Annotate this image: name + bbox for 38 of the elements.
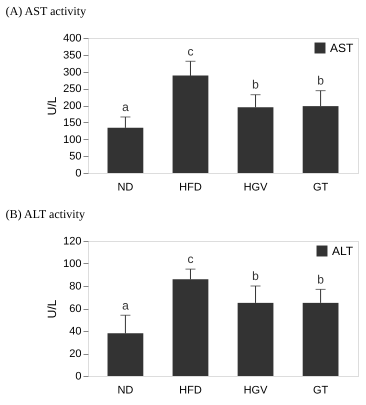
y-tick-label: 20 [69,348,82,360]
x-tick-label: HFD [179,182,202,194]
y-axis-title: U/L [45,96,60,116]
annotation: a [122,298,130,312]
annotation: c [187,44,194,58]
y-tick-label: 100 [63,258,82,270]
x-tick-label: GT [312,182,329,194]
annotation: b [317,272,324,286]
annotation: a [122,100,130,114]
x-tick-label: HGV [244,384,268,396]
chart-title: (B) ALT activity [6,207,85,221]
y-tick-label: 400 [63,32,82,44]
x-tick-label: ND [117,182,134,194]
y-tick-label: 200 [63,100,82,112]
x-tick-label: HGV [244,182,268,194]
y-axis-title: U/L [45,299,60,318]
y-tick-label: 80 [69,280,82,292]
x-tick-label: ND [117,384,134,396]
y-tick-label: 120 [63,236,82,248]
x-tick-label: HFD [179,384,202,396]
annotation: b [252,78,260,92]
y-tick-label: 50 [69,150,82,163]
y-tick-label: 150 [63,116,82,129]
x-tick-label: GT [312,384,329,396]
y-tick-label: 350 [63,49,82,62]
y-tick-label: 250 [63,83,82,96]
y-tick-label: 60 [69,303,82,315]
annotation: c [187,252,194,266]
y-tick-label: 40 [69,326,82,338]
y-tick-label: 300 [63,66,82,78]
y-tick-label: 0 [75,370,82,382]
legend-label: ALT [332,244,354,258]
chart-title: (A) AST activity [6,4,86,18]
annotation: b [317,74,324,88]
y-tick-label: 0 [75,168,82,180]
annotation: b [252,269,260,283]
y-tick-label: 100 [63,134,82,146]
legend-label: AST [330,41,354,55]
